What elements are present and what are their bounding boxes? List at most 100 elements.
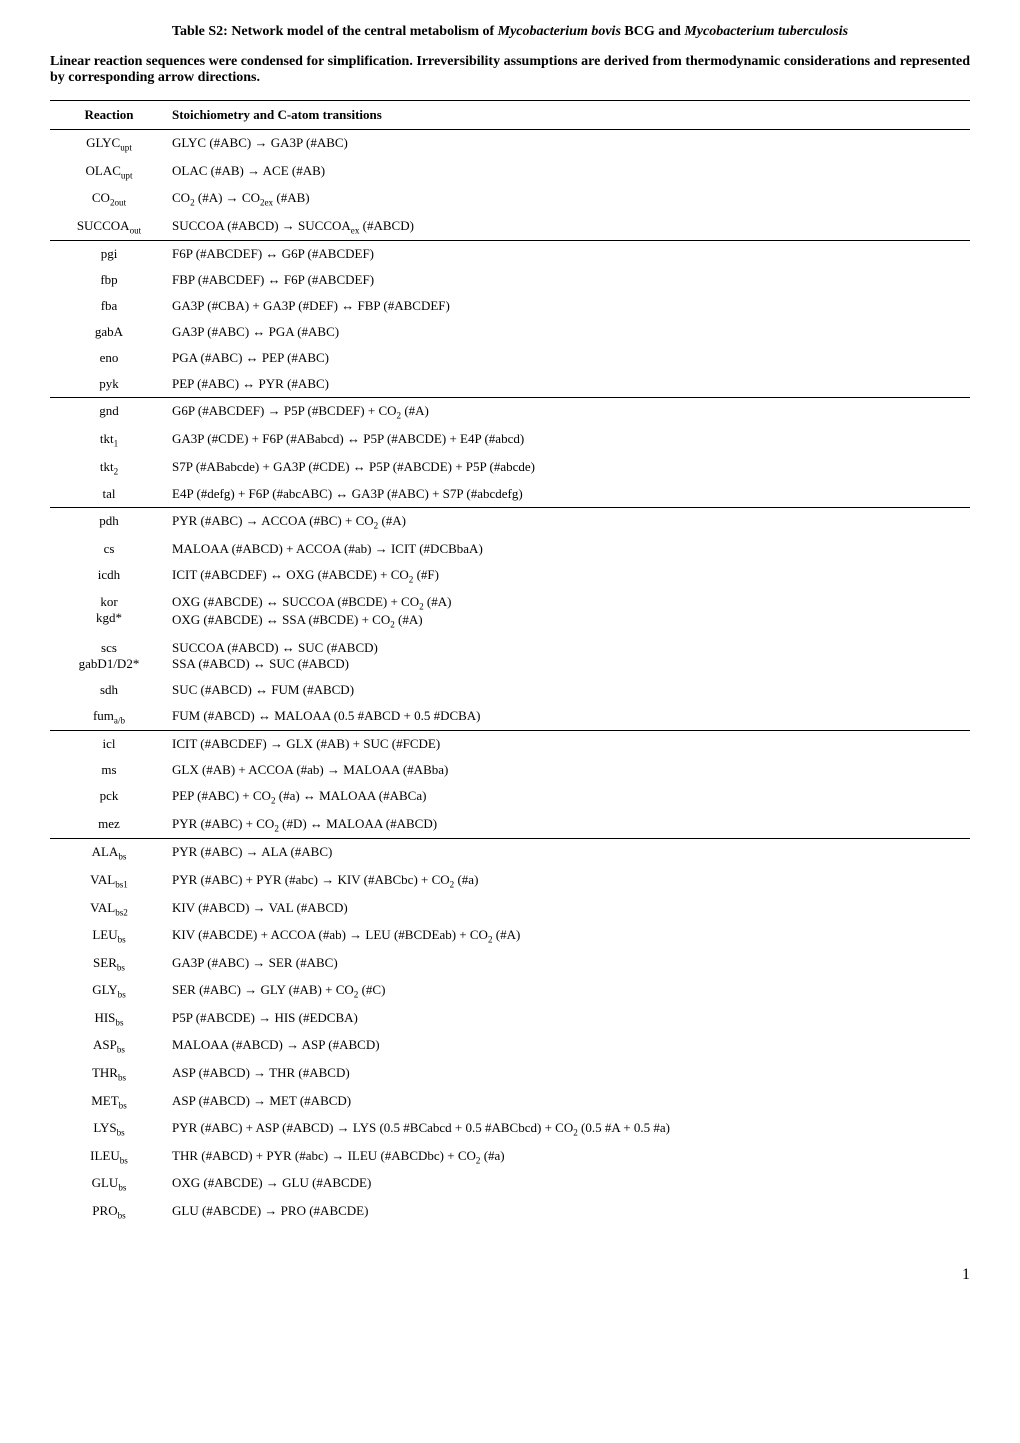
table-row: icdhICIT (#ABCDEF) ↔ OXG (#ABCDE) + CO2 … [50,562,970,590]
table-row: METbsASP (#ABCD) → MET (#ABCD) [50,1088,970,1116]
reaction-stoich: GA3P (#ABC) ↔ PGA (#ABC) [168,319,970,345]
reaction-name: ALAbs [50,839,168,867]
caption-em2: Mycobacterium tuberculosis [684,24,848,39]
table-row: GLYCuptGLYC (#ABC) → GA3P (#ABC) [50,130,970,158]
reaction-name: OLACupt [50,158,168,186]
table-row: ASPbsMALOAA (#ABCD) → ASP (#ABCD) [50,1032,970,1060]
table-row: LYSbsPYR (#ABC) + ASP (#ABCD) → LYS (0.5… [50,1115,970,1143]
reaction-stoich: PEP (#ABC) ↔ PYR (#ABC) [168,371,970,397]
reaction-name: THRbs [50,1060,168,1088]
reaction-stoich: MALOAA (#ABCD) → ASP (#ABCD) [168,1032,970,1060]
reaction-stoich: S7P (#ABabcde) + GA3P (#CDE) ↔ P5P (#ABC… [168,454,970,482]
table-row: pdhPYR (#ABC) → ACCOA (#BC) + CO2 (#A) [50,508,970,536]
reaction-name: mez [50,811,168,839]
col-header-stoich: Stoichiometry and C-atom transitions [168,101,970,130]
reaction-stoich: KIV (#ABCDE) + ACCOA (#ab) → LEU (#BCDEa… [168,922,970,950]
caption-prefix: Table S2: Network model of the central m… [172,24,498,39]
reaction-name: METbs [50,1088,168,1116]
reaction-stoich: F6P (#ABCDEF) ↔ G6P (#ABCDEF) [168,241,970,268]
reaction-name: ASPbs [50,1032,168,1060]
table-row: pckPEP (#ABC) + CO2 (#a) ↔ MALOAA (#ABCa… [50,783,970,811]
table-header-row: Reaction Stoichiometry and C-atom transi… [50,101,970,130]
reaction-stoich: KIV (#ABCD) → VAL (#ABCD) [168,895,970,923]
table-row: SUCCOAoutSUCCOA (#ABCD) → SUCCOAex (#ABC… [50,213,970,241]
reaction-name: CO2out [50,185,168,213]
table-row: scsgabD1/D2*SUCCOA (#ABCD) ↔ SUC (#ABCD)… [50,635,970,677]
reaction-stoich: ASP (#ABCD) → MET (#ABCD) [168,1088,970,1116]
reaction-name: PRObs [50,1198,168,1226]
table-row: LEUbsKIV (#ABCDE) + ACCOA (#ab) → LEU (#… [50,922,970,950]
table-row: pgiF6P (#ABCDEF) ↔ G6P (#ABCDEF) [50,241,970,268]
reaction-stoich: THR (#ABCD) + PYR (#abc) → ILEU (#ABCDbc… [168,1143,970,1171]
table-row: ALAbsPYR (#ABC) → ALA (#ABC) [50,839,970,867]
table-row: THRbsASP (#ABCD) → THR (#ABCD) [50,1060,970,1088]
reaction-name: pck [50,783,168,811]
table-row: gndG6P (#ABCDEF) → P5P (#BCDEF) + CO2 (#… [50,398,970,426]
reaction-name: korkgd* [50,589,168,634]
reaction-stoich: SER (#ABC) → GLY (#AB) + CO2 (#C) [168,977,970,1005]
col-header-reaction: Reaction [50,101,168,130]
reaction-stoich: SUCCOA (#ABCD) ↔ SUC (#ABCD)SSA (#ABCD) … [168,635,970,677]
reaction-name: LEUbs [50,922,168,950]
reaction-name: scsgabD1/D2* [50,635,168,677]
reaction-name: ILEUbs [50,1143,168,1171]
table-row: fuma/bFUM (#ABCD) ↔ MALOAA (0.5 #ABCD + … [50,703,970,731]
reaction-name: fba [50,293,168,319]
reaction-stoich: GLX (#AB) + ACCOA (#ab) → MALOAA (#ABba) [168,757,970,783]
table-caption: Table S2: Network model of the central m… [50,24,970,40]
table-row: VALbs1PYR (#ABC) + PYR (#abc) → KIV (#AB… [50,867,970,895]
reaction-stoich: GA3P (#CDE) + F6P (#ABabcd) ↔ P5P (#ABCD… [168,426,970,454]
reaction-name: fbp [50,267,168,293]
page-number: 1 [50,1266,970,1284]
reaction-name: VALbs2 [50,895,168,923]
reaction-stoich: GLYC (#ABC) → GA3P (#ABC) [168,130,970,158]
reaction-stoich: OXG (#ABCDE) ↔ SUCCOA (#BCDE) + CO2 (#A)… [168,589,970,634]
reaction-table: Reaction Stoichiometry and C-atom transi… [50,100,970,1226]
reaction-name: pdh [50,508,168,536]
table-row: iclICIT (#ABCDEF) → GLX (#AB) + SUC (#FC… [50,731,970,758]
reaction-name: VALbs1 [50,867,168,895]
caption-mid: BCG and [621,24,684,39]
reaction-stoich: MALOAA (#ABCD) + ACCOA (#ab) → ICIT (#DC… [168,536,970,562]
table-row: tkt1GA3P (#CDE) + F6P (#ABabcd) ↔ P5P (#… [50,426,970,454]
reaction-stoich: PYR (#ABC) + CO2 (#D) ↔ MALOAA (#ABCD) [168,811,970,839]
reaction-name: GLYCupt [50,130,168,158]
reaction-stoich: PYR (#ABC) + PYR (#abc) → KIV (#ABCbc) +… [168,867,970,895]
reaction-stoich: PGA (#ABC) ↔ PEP (#ABC) [168,345,970,371]
reaction-stoich: SUCCOA (#ABCD) → SUCCOAex (#ABCD) [168,213,970,241]
reaction-name: cs [50,536,168,562]
reaction-stoich: G6P (#ABCDEF) → P5P (#BCDEF) + CO2 (#A) [168,398,970,426]
table-row: pykPEP (#ABC) ↔ PYR (#ABC) [50,371,970,397]
reaction-stoich: PYR (#ABC) → ACCOA (#BC) + CO2 (#A) [168,508,970,536]
reaction-stoich: OLAC (#AB) → ACE (#AB) [168,158,970,186]
table-row: ILEUbsTHR (#ABCD) + PYR (#abc) → ILEU (#… [50,1143,970,1171]
table-row: mezPYR (#ABC) + CO2 (#D) ↔ MALOAA (#ABCD… [50,811,970,839]
reaction-stoich: GLU (#ABCDE) → PRO (#ABCDE) [168,1198,970,1226]
reaction-stoich: P5P (#ABCDE) → HIS (#EDCBA) [168,1005,970,1033]
reaction-stoich: E4P (#defg) + F6P (#abcABC) ↔ GA3P (#ABC… [168,481,970,507]
reaction-name: SUCCOAout [50,213,168,241]
reaction-name: SERbs [50,950,168,978]
table-row: SERbsGA3P (#ABC) → SER (#ABC) [50,950,970,978]
table-row: PRObsGLU (#ABCDE) → PRO (#ABCDE) [50,1198,970,1226]
table-row: csMALOAA (#ABCD) + ACCOA (#ab) → ICIT (#… [50,536,970,562]
reaction-name: HISbs [50,1005,168,1033]
table-row: GLYbsSER (#ABC) → GLY (#AB) + CO2 (#C) [50,977,970,1005]
table-row: OLACuptOLAC (#AB) → ACE (#AB) [50,158,970,186]
reaction-stoich: PYR (#ABC) + ASP (#ABCD) → LYS (0.5 #BCa… [168,1115,970,1143]
reaction-stoich: SUC (#ABCD) ↔ FUM (#ABCD) [168,677,970,703]
reaction-name: tkt2 [50,454,168,482]
table-row: tkt2S7P (#ABabcde) + GA3P (#CDE) ↔ P5P (… [50,454,970,482]
reaction-name: pyk [50,371,168,397]
reaction-stoich: ICIT (#ABCDEF) → GLX (#AB) + SUC (#FCDE) [168,731,970,758]
reaction-stoich: PEP (#ABC) + CO2 (#a) ↔ MALOAA (#ABCa) [168,783,970,811]
table-row: gabAGA3P (#ABC) ↔ PGA (#ABC) [50,319,970,345]
reaction-stoich: PYR (#ABC) → ALA (#ABC) [168,839,970,867]
reaction-name: tkt1 [50,426,168,454]
table-row: enoPGA (#ABC) ↔ PEP (#ABC) [50,345,970,371]
reaction-stoich: OXG (#ABCDE) → GLU (#ABCDE) [168,1170,970,1198]
table-row: HISbsP5P (#ABCDE) → HIS (#EDCBA) [50,1005,970,1033]
reaction-name: tal [50,481,168,507]
reaction-stoich: GA3P (#CBA) + GA3P (#DEF) ↔ FBP (#ABCDEF… [168,293,970,319]
caption-em1: Mycobacterium bovis [498,24,621,39]
